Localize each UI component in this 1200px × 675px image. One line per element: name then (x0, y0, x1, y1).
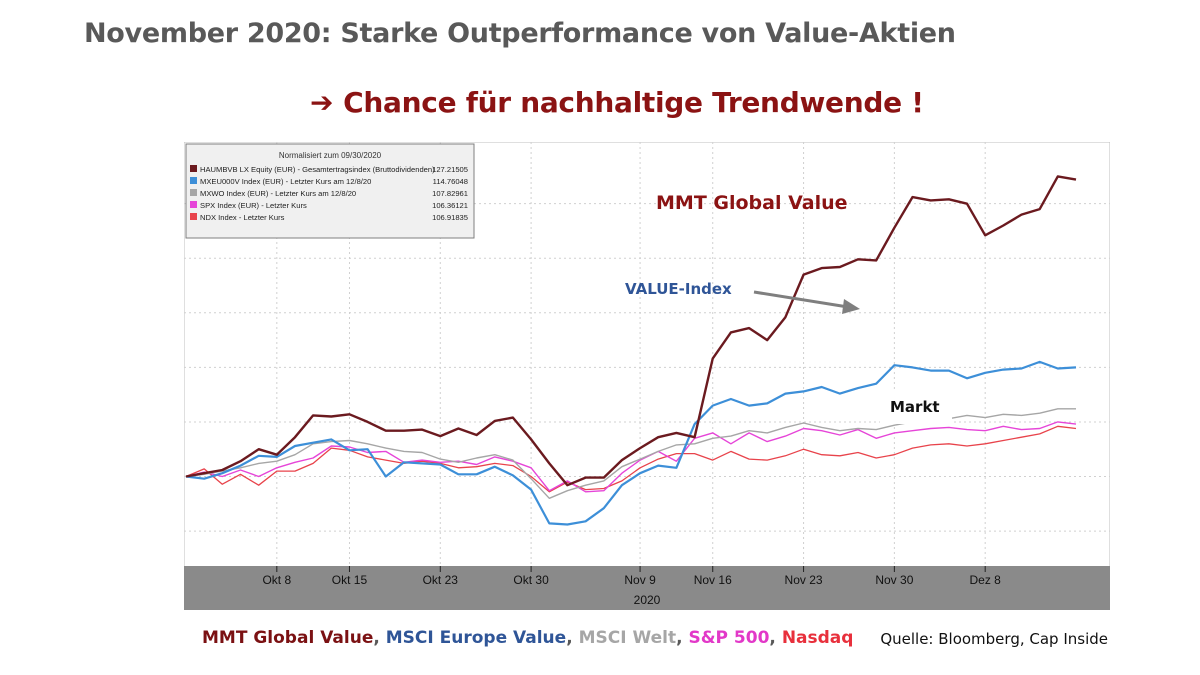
x-tick-label: Nov 30 (875, 573, 913, 587)
bottom-legend-item: MSCI Welt (578, 628, 677, 648)
legend-label: MXWO Index (EUR) - Letzter Kurs am 12/8/… (200, 189, 356, 198)
arrow-right-icon: ➔ (310, 86, 334, 119)
legend-swatch (190, 189, 197, 196)
series-msci-europe-value (185, 360, 1077, 526)
bottom-legend-item: , (373, 628, 386, 648)
bottom-legend-item: Nasdaq (781, 628, 854, 648)
bottom-legend-item: , (566, 628, 579, 648)
legend-value: 106.91835 (432, 213, 468, 222)
series-mmt-global-value (185, 175, 1077, 487)
page-title: November 2020: Starke Outperformance von… (84, 18, 956, 49)
x-year-label: 2020 (634, 593, 661, 607)
bottom-legend-item: , (769, 628, 782, 648)
source-note: Quelle: Bloomberg, Cap Inside (880, 630, 1108, 648)
legend-header: Normalisiert zum 09/30/2020 (279, 151, 382, 160)
legend-value: 107.82961 (432, 189, 468, 198)
annotation-arrowhead (842, 299, 860, 314)
x-axis-band (184, 566, 1110, 610)
x-axis-ticks: Okt 8 Okt 15 Okt 23 Okt 30 Nov 9 Nov 16 Nov 23… (262, 566, 1001, 607)
annotation-mmt: MMT Global Value (656, 192, 848, 214)
x-tick-label: Nov 16 (694, 573, 732, 587)
legend-value: 127.21505 (432, 165, 468, 174)
bottom-legend-item: MMT Global Value (202, 628, 374, 648)
legend-label: HAUMBVB LX Equity (EUR) - Gesamtertragsi… (200, 165, 435, 174)
line-chart: Normalisiert zum 09/30/2020 HAUMBVB LX Eq… (184, 142, 1110, 610)
x-tick-label: Dez 8 (970, 573, 1002, 587)
annotation-markt-bg (880, 390, 952, 424)
chart-series (185, 175, 1077, 526)
legend-swatch (190, 165, 197, 172)
series-sp500 (185, 421, 1077, 493)
legend-swatch (190, 213, 197, 220)
legend-swatch (190, 201, 197, 208)
bottom-legend-item: , (676, 628, 689, 648)
legend-label: SPX Index (EUR) - Letzter Kurs (200, 201, 307, 210)
annotation-value-index: VALUE-Index (625, 280, 732, 298)
x-tick-label: Okt 23 (423, 573, 459, 587)
series-nasdaq (185, 425, 1077, 493)
legend-frame (185, 143, 475, 239)
x-tick-label: Okt 8 (262, 573, 291, 587)
legend-value: 114.76048 (433, 177, 468, 186)
chart-legend-box: Normalisiert zum 09/30/2020 HAUMBVB LX Eq… (185, 143, 475, 239)
legend-swatch (190, 177, 197, 184)
bottom-legend-item: S&P 500 (688, 628, 770, 648)
chart-annotations: MMT Global Value VALUE-Index Markt (625, 192, 952, 424)
legend-label: NDX Index - Letzter Kurs (200, 213, 285, 222)
annotation-arrow (753, 290, 849, 309)
annotation-markt: Markt (890, 398, 940, 416)
chart-grid (184, 142, 1110, 566)
legend-label: MXEU000V Index (EUR) - Letzter Kurs am 1… (200, 177, 371, 186)
x-tick-label: Okt 30 (513, 573, 549, 587)
legend-value: 106.36121 (432, 201, 468, 210)
subtitle: ➔ Chance für nachhaltige Trendwende ! (310, 86, 924, 119)
x-tick-label: Nov 9 (624, 573, 656, 587)
x-tick-label: Okt 15 (332, 573, 368, 587)
subtitle-text: Chance für nachhaltige Trendwende ! (343, 86, 924, 119)
x-tick-label: Nov 23 (785, 573, 823, 587)
bottom-legend: MMT Global Value, MSCI Europe Value, MSC… (202, 628, 853, 648)
bottom-legend-item: MSCI Europe Value (385, 628, 567, 648)
